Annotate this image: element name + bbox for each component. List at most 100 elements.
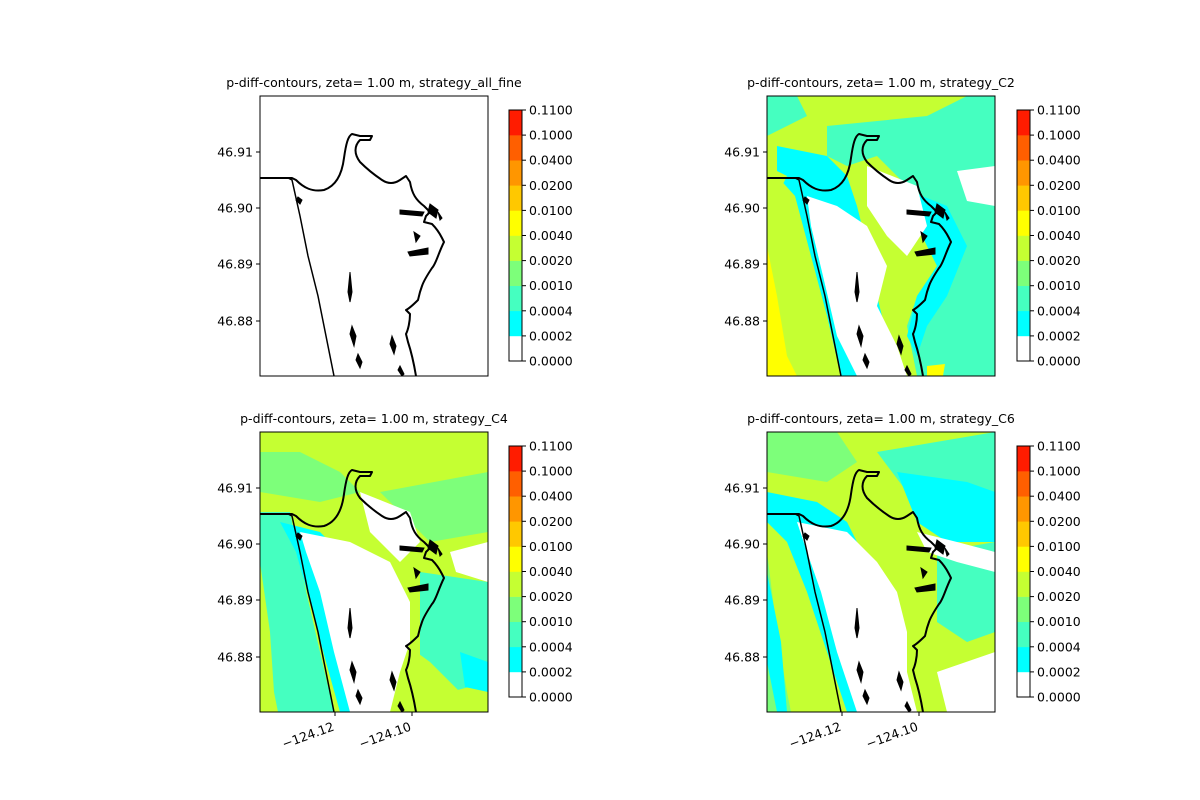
y-tick-label: 46.90 — [217, 201, 253, 216]
island — [802, 196, 810, 205]
island — [427, 539, 439, 555]
colorbar-segment — [1017, 496, 1030, 522]
island — [896, 670, 904, 692]
colorbar-tick-label: 0.0400 — [1037, 489, 1081, 504]
contour-fill — [957, 166, 995, 206]
colorbar-segment — [1017, 310, 1030, 337]
shoreline-bar — [282, 513, 335, 712]
island — [389, 670, 397, 692]
colorbar-tick-label: 0.0100 — [1037, 203, 1081, 218]
colorbar-segment — [1017, 471, 1030, 497]
colorbar-tick-label: 0.0000 — [1037, 354, 1081, 369]
y-tick-label: 46.88 — [217, 650, 253, 665]
island — [862, 688, 870, 706]
colorbar-tick-label: 0.0020 — [1037, 253, 1081, 268]
island — [295, 532, 303, 541]
colorbar-tick-label: 0.0200 — [529, 178, 573, 193]
island — [934, 539, 946, 555]
colorbar-tick-label: 0.0020 — [529, 589, 573, 604]
shoreline-bar — [789, 177, 842, 376]
contour-fill — [260, 562, 278, 712]
plot-frame — [766, 431, 996, 713]
island — [856, 660, 864, 684]
colorbar-tick-label: 0.0100 — [1037, 539, 1081, 554]
y-tick-label: 46.91 — [217, 481, 253, 496]
colorbar-tick-label: 0.1000 — [1037, 128, 1081, 143]
island — [407, 247, 429, 257]
plot-frame — [259, 431, 489, 713]
colorbar-segment — [1017, 335, 1030, 362]
shoreline-bar — [282, 177, 335, 376]
colorbar-tick-label: 0.0010 — [529, 278, 573, 293]
colorbar-segment — [509, 671, 522, 698]
island — [896, 334, 904, 356]
x-tick-label: −124.10 — [864, 719, 920, 752]
coastline — [767, 133, 952, 376]
colorbar-tick-label: 0.0002 — [529, 664, 573, 679]
island — [437, 547, 443, 557]
island — [399, 209, 425, 217]
island — [914, 247, 936, 257]
contour-fill — [767, 432, 857, 482]
colorbar-tick-label: 0.0002 — [1037, 328, 1081, 343]
colorbar-segment — [1017, 521, 1030, 547]
colorbar-tick-label: 0.0400 — [529, 489, 573, 504]
island — [399, 545, 425, 553]
island — [347, 607, 353, 639]
colorbar: 0.0000 0.0002 0.0004 0.0010 0.0020 0.0040 0.01… — [1016, 439, 1081, 705]
colorbar-segment — [1017, 571, 1030, 597]
y-tick-label: 46.89 — [217, 257, 253, 272]
map-panel: p-diff-contours, zeta= 1.00 m, strategy_… — [724, 411, 1015, 751]
island — [349, 660, 357, 684]
contour-fill — [380, 472, 488, 542]
contour-fill — [300, 532, 410, 712]
colorbar-segment — [509, 596, 522, 622]
y-tick-label: 46.88 — [724, 650, 760, 665]
y-tick-label: 46.89 — [217, 593, 253, 608]
contour-fill — [260, 452, 360, 502]
island — [397, 700, 405, 712]
contour-fill — [827, 96, 995, 376]
colorbar-tick-label: 0.0400 — [1037, 153, 1081, 168]
colorbar-segment — [509, 446, 522, 472]
island — [427, 203, 439, 219]
colorbar-segment — [509, 335, 522, 362]
plot-area — [767, 96, 995, 376]
island — [920, 230, 928, 244]
colorbar-tick-label: 0.0004 — [1037, 303, 1081, 318]
colorbar-tick-label: 0.0200 — [1037, 178, 1081, 193]
colorbar-tick-label: 0.0040 — [1037, 564, 1081, 579]
colorbar-tick-label: 0.0040 — [529, 228, 573, 243]
y-tick-label: 46.90 — [724, 201, 760, 216]
map-panel: p-diff-contours, zeta= 1.00 m, strategy_… — [217, 411, 508, 751]
island — [397, 364, 405, 376]
colorbar-segment — [509, 571, 522, 597]
contour-fill — [406, 646, 470, 712]
colorbar-segment — [509, 310, 522, 337]
island — [906, 209, 932, 217]
map-panel: p-diff-contours, zeta= 1.00 m, strategy_… — [217, 75, 522, 377]
colorbar-tick-label: 0.1000 — [529, 128, 573, 143]
contour-fill — [460, 652, 488, 692]
colorbar-tick-label: 0.1100 — [1037, 439, 1081, 454]
coastline — [260, 133, 445, 376]
colorbar-segment — [1017, 646, 1030, 673]
contour-fill — [260, 512, 334, 712]
colorbar-segment — [1017, 110, 1030, 136]
island — [295, 196, 303, 205]
colorbar-tick-label: 0.0002 — [1037, 664, 1081, 679]
panel-title: p-diff-contours, zeta= 1.00 m, strategy_… — [747, 411, 1015, 426]
colorbar-segment — [1017, 285, 1030, 312]
plot-area — [767, 432, 995, 712]
colorbar-segment — [509, 496, 522, 522]
island — [904, 364, 912, 376]
colorbar-tick-label: 0.0020 — [1037, 589, 1081, 604]
island — [437, 211, 443, 221]
colorbar-segment — [509, 160, 522, 186]
y-tick-label: 46.91 — [217, 145, 253, 160]
panel-title: p-diff-contours, zeta= 1.00 m, strategy_… — [240, 411, 508, 426]
colorbar-tick-label: 0.0004 — [529, 639, 573, 654]
colorbar-tick-label: 0.0100 — [529, 539, 573, 554]
y-tick-label: 46.88 — [217, 314, 253, 329]
